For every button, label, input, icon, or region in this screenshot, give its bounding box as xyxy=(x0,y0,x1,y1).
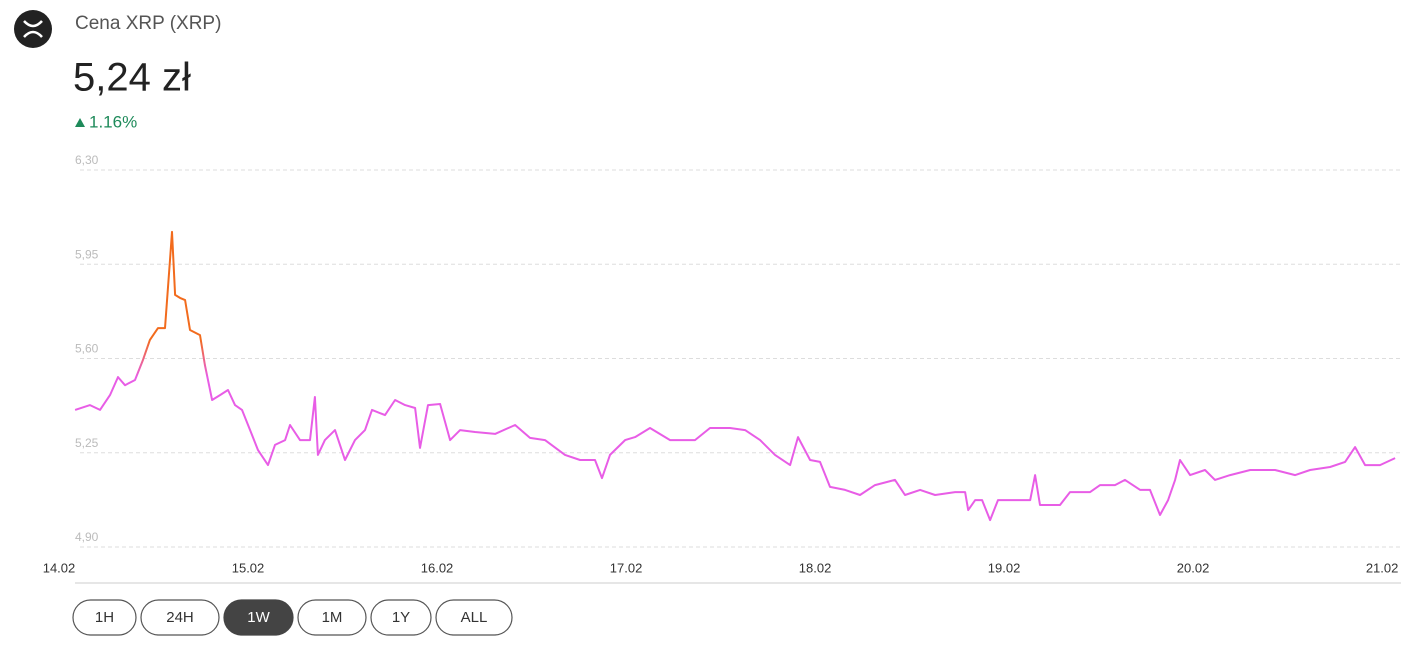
coin-icon xyxy=(14,10,52,48)
x-tick-label: 18.02 xyxy=(799,560,832,575)
y-tick-label: 5,25 xyxy=(75,436,99,450)
range-button[interactable]: ALL xyxy=(435,599,513,636)
range-button-bg xyxy=(72,599,137,636)
range-button-bg xyxy=(297,599,367,636)
x-tick-label: 21.02 xyxy=(1366,560,1399,575)
x-tick-label: 19.02 xyxy=(988,560,1021,575)
range-button-label: 24H xyxy=(166,609,194,626)
range-button-bg xyxy=(435,599,513,636)
price-line xyxy=(74,230,1396,522)
range-button[interactable]: 1H xyxy=(72,599,137,636)
y-tick-label: 5,95 xyxy=(75,247,99,261)
y-tick-label: 5,60 xyxy=(75,342,99,356)
x-tick-label: 20.02 xyxy=(1177,560,1210,575)
price-change: 1.16% xyxy=(89,112,137,131)
range-button-label: 1M xyxy=(322,609,343,626)
range-button-label: 1H xyxy=(95,609,114,626)
y-tick-label: 4,90 xyxy=(75,530,99,544)
x-tick-label: 16.02 xyxy=(421,560,454,575)
x-tick-label: 17.02 xyxy=(610,560,643,575)
price: 5,24 zł xyxy=(73,56,191,100)
range-button-label: 1W xyxy=(247,609,270,626)
range-button-bg xyxy=(370,599,432,636)
range-button-bg xyxy=(223,599,294,636)
range-button-label: ALL xyxy=(461,609,488,626)
range-button-bg xyxy=(140,599,220,636)
up-arrow xyxy=(75,118,85,127)
range-button[interactable]: 1Y xyxy=(370,599,432,636)
x-tick-label: 15.02 xyxy=(232,560,265,575)
range-button[interactable]: 1W xyxy=(223,599,294,636)
x-tick-label: 14.02 xyxy=(43,560,76,575)
range-button[interactable]: 1M xyxy=(297,599,367,636)
y-tick-label: 6,30 xyxy=(75,153,99,167)
range-button-label: 1Y xyxy=(392,609,410,626)
coin-name: Cena XRP (XRP) xyxy=(75,13,221,34)
range-button[interactable]: 24H xyxy=(140,599,220,636)
